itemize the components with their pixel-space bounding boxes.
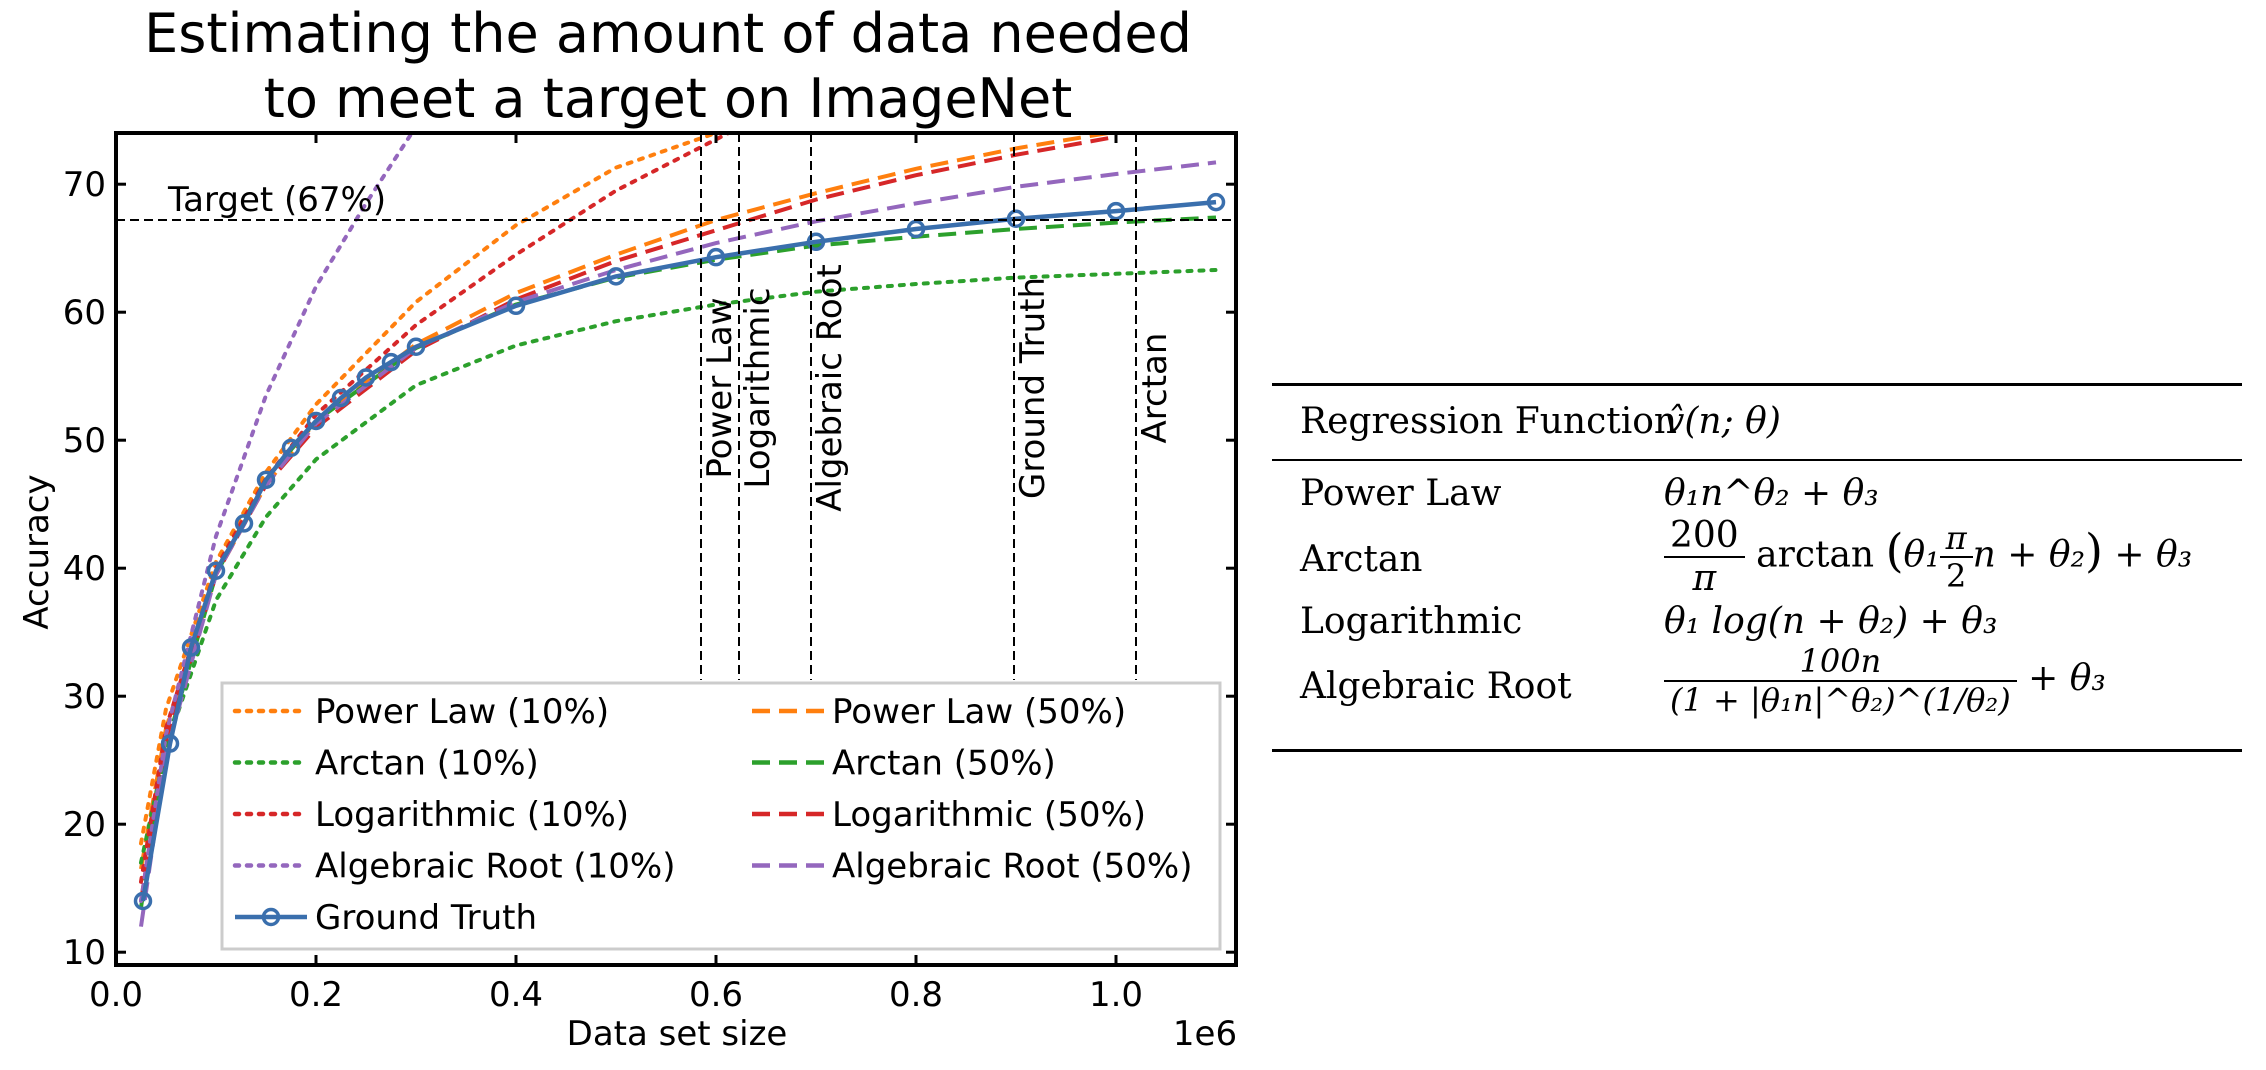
formula-algebraic-root: 100n (1 + |θ₁n|^θ₂)^(1/θ₂) + θ₃ [1664, 643, 2106, 719]
vline-label-3: Ground Truth [1013, 277, 1053, 499]
row-label-arctan: Arctan [1300, 539, 1423, 580]
y-tick-label: 40 [63, 549, 106, 589]
legend-label-8: Ground Truth [315, 898, 537, 938]
legend-label-7: Algebraic Root (50%) [832, 847, 1193, 887]
plot-frame [114, 131, 1238, 967]
ground-truth-point [256, 470, 276, 490]
legend-label-4: Logarithmic (10%) [315, 795, 629, 835]
x-tick-label: 0.6 [689, 975, 743, 1015]
vline-label-2: Algebraic Root [810, 264, 850, 512]
ground-truth-point [606, 267, 626, 286]
ground-truth-point [206, 561, 226, 581]
ground-truth-point [1206, 192, 1226, 212]
legend-box [220, 681, 1222, 951]
chart-title-line-1: Estimating the amount of data needed [144, 2, 1192, 65]
ground-truth-point [906, 219, 926, 239]
regression-table: Regression Function v̂(n; θ) Power Law θ… [1272, 383, 2242, 753]
row-label-algebraic-root: Algebraic Root [1300, 666, 1572, 707]
ground-truth-point [160, 734, 180, 753]
x-tick-label: 0.2 [289, 975, 343, 1015]
x-tick-label: 0.8 [889, 975, 943, 1015]
y-axis-label: Accuracy [17, 474, 57, 629]
table-header-value: v̂(n; θ) [1664, 401, 1781, 442]
vline-label-0: Power Law [700, 297, 740, 478]
formula-logarithmic: θ₁ log(n + θ₂) + θ₃ [1664, 601, 1998, 642]
ground-truth-point [234, 514, 254, 533]
legend-marker [261, 907, 281, 927]
ground-truth-point [706, 247, 726, 267]
formula-power-law: θ₁n^θ₂ + θ₃ [1664, 473, 1879, 514]
legend-label-5: Logarithmic (50%) [832, 795, 1146, 835]
chart-title-line-2: to meet a target on ImageNet [264, 67, 1073, 130]
ground-truth-point [331, 388, 351, 408]
table-header-function: Regression Function [1300, 401, 1678, 442]
y-tick-label: 50 [63, 421, 106, 461]
ground-truth-point [381, 352, 401, 372]
x-tick-label: 1.0 [1089, 975, 1143, 1015]
y-tick-label: 70 [63, 165, 106, 205]
series-line-2 [139, 268, 1218, 865]
y-tick-label: 20 [63, 805, 106, 845]
ground-truth-point [281, 438, 301, 458]
series-line-7 [139, 160, 1217, 927]
legend-label-6: Algebraic Root (10%) [315, 847, 676, 887]
row-label-logarithmic: Logarithmic [1300, 601, 1523, 642]
table-top-rule [1272, 383, 2242, 386]
vline-label-4: Arctan [1135, 333, 1175, 444]
formula-arctan: 200 π arctan (θ₁ π 2 n + θ₂) + θ₃ [1664, 515, 2192, 600]
legend: Power Law (10%) Power Law (50%) Arctan (10… [220, 681, 1222, 951]
ground-truth-point [406, 337, 426, 357]
table-bottom-rule [1272, 749, 2242, 752]
ground-truth-point [181, 638, 201, 657]
ground-truth-point [133, 891, 153, 911]
ground-truth-point [306, 411, 326, 431]
y-tick-label: 30 [63, 677, 106, 717]
series-line-6 [139, 133, 415, 903]
ground-truth-point [356, 368, 376, 387]
ground-truth-point [1006, 209, 1026, 229]
table-mid-rule [1272, 459, 2242, 461]
legend-label-3: Arctan (50%) [832, 744, 1056, 784]
row-label-power-law: Power Law [1300, 473, 1502, 514]
legend-label-0: Power Law (10%) [315, 692, 609, 732]
algebraic-fraction: 100n (1 + |θ₁n|^θ₂)^(1/θ₂) [1664, 643, 2017, 719]
legend-label-1: Power Law (50%) [832, 692, 1126, 732]
legend-label-2: Arctan (10%) [315, 744, 539, 784]
x-tick-label: 0.4 [489, 975, 543, 1015]
ground-truth-point [1106, 201, 1126, 221]
ground-truth-point [806, 232, 826, 252]
arctan-outer-fraction: 200 π [1664, 515, 1745, 600]
series-layer [133, 133, 1226, 927]
target-label: Target (67%) [167, 180, 386, 220]
series-line-0 [139, 133, 722, 846]
ground-truth-point [506, 296, 526, 316]
x-axis-label: Data set size [567, 1014, 788, 1054]
y-tick-label: 10 [63, 933, 106, 973]
x-tick-label: 0.0 [89, 975, 143, 1015]
x-offset-label: 1e6 [1173, 1014, 1237, 1054]
vline-label-1: Logarithmic [738, 287, 778, 488]
y-tick-label: 60 [63, 293, 106, 333]
axes: 0.0 0.2 0.4 0.6 0.8 1.0 10 20 30 40 50 60 70 [63, 131, 1238, 1015]
series-line-1 [139, 133, 1122, 870]
